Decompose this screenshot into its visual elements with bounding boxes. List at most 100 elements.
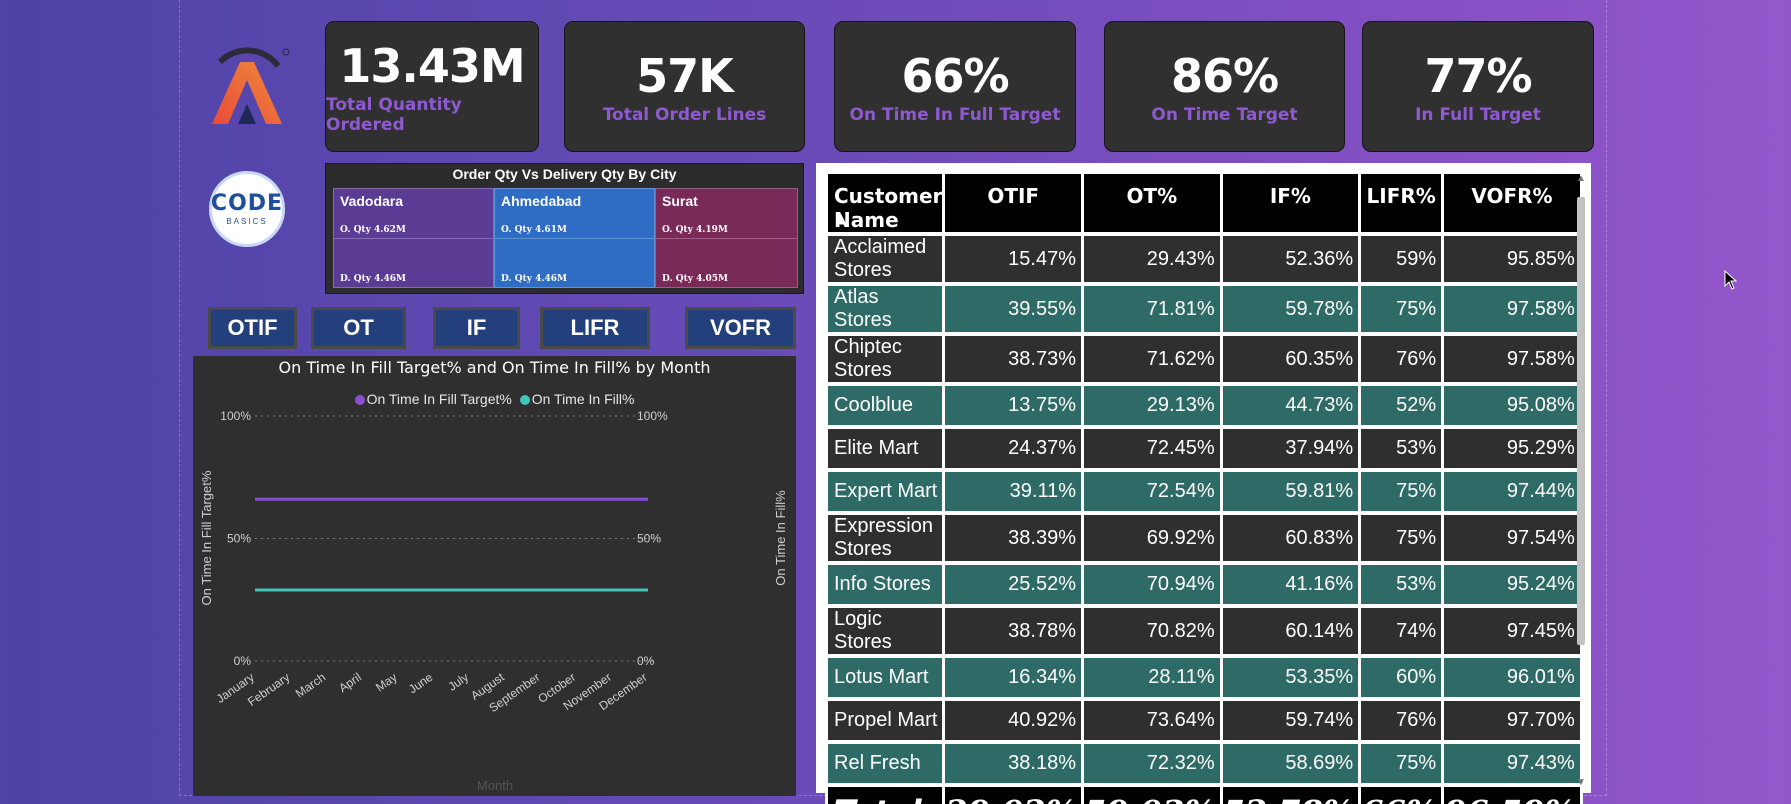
col-customer-name[interactable]: Customer Name ▲	[828, 174, 943, 232]
scroll-thumb[interactable]	[1577, 197, 1585, 645]
codebasics-logo-sub: BASICS	[226, 216, 268, 226]
cell-if: 59.78%	[1222, 286, 1359, 332]
cell-ot: 73.64%	[1084, 701, 1220, 740]
cell-otif: 15.47%	[945, 236, 1081, 282]
cell-lifr: 75%	[1361, 515, 1442, 561]
cell-otif: 39.55%	[945, 286, 1081, 332]
cell-ot: 29.13%	[1084, 386, 1220, 425]
x-tick-label: March	[293, 670, 328, 701]
table-row[interactable]: Rel Fresh 38.18% 72.32% 58.69% 75% 97.43%	[828, 744, 1580, 783]
table-row[interactable]: Elite Mart 24.37% 72.45% 37.94% 53% 95.29%	[828, 429, 1580, 468]
cell-vofr: 97.58%	[1444, 286, 1580, 332]
cell-lifr: 75%	[1361, 286, 1442, 332]
lifr-button[interactable]: LIFR	[540, 307, 650, 349]
cell-if: 60.14%	[1222, 608, 1359, 654]
col-lifr[interactable]: LIFR%	[1361, 174, 1442, 232]
table-scrollbar[interactable]: ▲ ▼	[1575, 173, 1587, 788]
cell-ot: 70.94%	[1084, 565, 1220, 604]
col-if[interactable]: IF%	[1222, 174, 1359, 232]
cell-if: 58.69%	[1222, 744, 1359, 783]
kpi-value: 13.43M	[339, 38, 525, 93]
cell-customer-name: Lotus Mart	[828, 658, 943, 697]
table-row[interactable]: Info Stores 25.52% 70.94% 41.16% 53% 95.24%	[828, 565, 1580, 604]
cell-customer-name: Atlas Stores	[828, 286, 943, 332]
col-otif[interactable]: OTIF	[945, 174, 1081, 232]
cell-lifr: 75%	[1361, 744, 1442, 783]
col-vofr[interactable]: VOFR%	[1444, 174, 1580, 232]
cell-customer-name: Expression Stores	[828, 515, 943, 561]
treemap-cell-surat[interactable]: Surat O. Qty 4.19M D. Qty 4.05M	[655, 188, 798, 288]
total-cell-lifr: 66%	[1361, 787, 1442, 804]
ot-button[interactable]: OT	[311, 307, 406, 349]
kpi-label: On Time In Full Target	[849, 104, 1061, 125]
x-tick-label: April	[336, 670, 364, 695]
if-button[interactable]: IF	[433, 307, 520, 349]
table-row[interactable]: Propel Mart 40.92% 73.64% 59.74% 76% 97.70%	[828, 701, 1580, 740]
cell-vofr: 96.01%	[1444, 658, 1580, 697]
cell-lifr: 53%	[1361, 565, 1442, 604]
cell-if: 53.35%	[1222, 658, 1359, 697]
table-row[interactable]: Expert Mart 39.11% 72.54% 59.81% 75% 97.44%	[828, 472, 1580, 511]
cell-ot: 72.54%	[1084, 472, 1220, 511]
scroll-down-icon[interactable]: ▼	[1576, 777, 1586, 788]
table-total-row: Total29.02%59.03%52.78%66%96.59%	[828, 787, 1580, 804]
atliq-logo	[212, 47, 290, 124]
treemap-cell-ahmedabad[interactable]: Ahmedabad O. Qty 4.61M D. Qty 4.46M	[494, 188, 655, 288]
treemap-order-qty: O. Qty 4.62M	[340, 225, 406, 235]
legend-label-target: On Time In Fill Target%	[366, 391, 512, 407]
table-row[interactable]: Expression Stores 38.39% 69.92% 60.83% 75% 97…	[828, 515, 1580, 561]
cell-customer-name: Info Stores	[828, 565, 943, 604]
y-axis-title-right: On Time In Fill%	[773, 490, 788, 586]
treemap-order-qty: O. Qty 4.19M	[662, 225, 728, 235]
table-row[interactable]: Coolblue 13.75% 29.13% 44.73% 52% 95.08%	[828, 386, 1580, 425]
kpi-label: On Time Target	[1151, 104, 1298, 125]
y-tick-right: 50%	[637, 532, 661, 546]
table-row[interactable]: Lotus Mart 16.34% 28.11% 53.35% 60% 96.01%	[828, 658, 1580, 697]
y-tick-left: 50%	[227, 532, 251, 546]
legend-dot-actual	[519, 395, 530, 405]
vofr-button[interactable]: VOFR	[685, 307, 796, 349]
mouse-cursor-icon	[1724, 270, 1738, 290]
total-cell-customer-name: Total	[828, 787, 943, 804]
kpi-total-quantity-ordered: 13.43M Total Quantity Ordered	[325, 21, 539, 152]
cell-ot: 72.32%	[1084, 744, 1220, 783]
cell-otif: 38.18%	[945, 744, 1081, 783]
total-cell-vofr: 96.59%	[1444, 787, 1580, 804]
scroll-up-icon[interactable]: ▲	[1576, 173, 1586, 184]
col-ot[interactable]: OT%	[1084, 174, 1220, 232]
cell-otif: 38.39%	[945, 515, 1081, 561]
y-tick-left: 100%	[220, 409, 251, 423]
treemap-city: Ahmedabad	[501, 193, 582, 209]
kpi-in-full-target: 77% In Full Target	[1362, 21, 1594, 152]
cell-customer-name: Elite Mart	[828, 429, 943, 468]
cell-lifr: 60%	[1361, 658, 1442, 697]
table-row[interactable]: Chiptec Stores 38.73% 71.62% 60.35% 76% 97.58…	[828, 336, 1580, 382]
total-cell-if: 52.78%	[1222, 787, 1359, 804]
treemap-cell-vadodara[interactable]: Vadodara O. Qty 4.62M D. Qty 4.46M	[333, 188, 494, 288]
cell-otif: 25.52%	[945, 565, 1081, 604]
codebasics-logo-main: CODE	[210, 190, 284, 216]
kpi-total-order-lines: 57K Total Order Lines	[564, 21, 805, 152]
cell-ot: 29.43%	[1084, 236, 1220, 282]
table-row[interactable]: Logic Stores 38.78% 70.82% 60.14% 74% 97.45%	[828, 608, 1580, 654]
treemap-city: Surat	[662, 193, 698, 209]
cell-otif: 38.73%	[945, 336, 1081, 382]
cell-lifr: 59%	[1361, 236, 1442, 282]
otif-button[interactable]: OTIF	[208, 307, 297, 349]
cell-if: 41.16%	[1222, 565, 1359, 604]
legend-label-actual: On Time In Fill%	[531, 391, 635, 407]
x-tick-label: May	[373, 670, 400, 694]
cell-lifr: 76%	[1361, 336, 1442, 382]
cell-customer-name: Chiptec Stores	[828, 336, 943, 382]
cell-ot: 71.62%	[1084, 336, 1220, 382]
cell-customer-name: Coolblue	[828, 386, 943, 425]
table-row[interactable]: Acclaimed Stores 15.47% 29.43% 52.36% 59% 95.…	[828, 236, 1580, 282]
cell-vofr: 97.44%	[1444, 472, 1580, 511]
codebasics-logo: CODE BASICS	[209, 171, 285, 247]
customer-table-panel: Customer Name ▲ OTIF OT% IF% LIFR% VOFR% …	[816, 163, 1591, 804]
total-cell-ot: 59.03%	[1084, 787, 1220, 804]
kpi-value: 66%	[901, 48, 1009, 103]
cell-if: 59.74%	[1222, 701, 1359, 740]
table-row[interactable]: Atlas Stores 39.55% 71.81% 59.78% 75% 97.58%	[828, 286, 1580, 332]
